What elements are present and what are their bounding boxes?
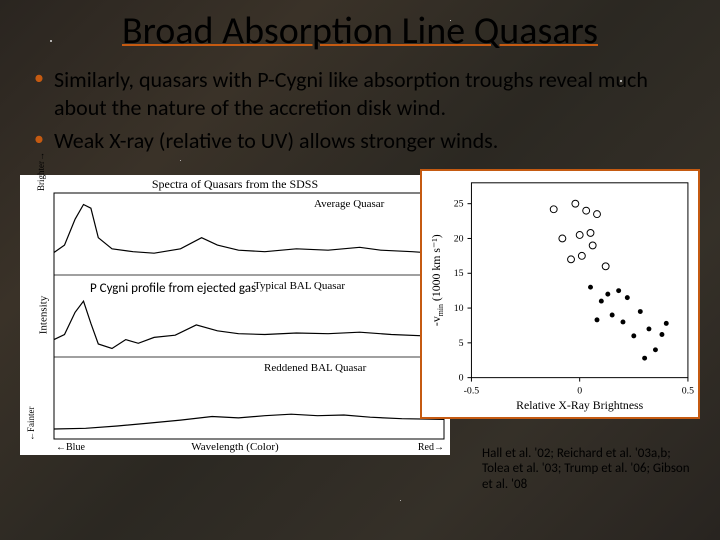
svg-text:10: 10 (454, 303, 464, 314)
svg-text:Typical BAL Quasar: Typical BAL Quasar (254, 280, 345, 292)
scatter-svg: -0.500.50510152025Relative X-Ray Brightn… (422, 171, 698, 417)
svg-text:0.5: 0.5 (682, 385, 694, 396)
svg-text:Relative X-Ray Brightness: Relative X-Ray Brightness (516, 398, 644, 412)
spectra-sup-title: Spectra of Quasars from the SDSS (152, 177, 318, 192)
svg-text:20: 20 (454, 233, 464, 244)
y-brighter-label: Brighter→ (36, 152, 46, 191)
svg-text:0: 0 (577, 385, 582, 396)
y-fainter-label: ←Fainter (26, 406, 36, 441)
svg-text:Reddened BAL Quasar: Reddened BAL Quasar (264, 362, 367, 374)
scatter-figure: -0.500.50510152025Relative X-Ray Brightn… (420, 169, 700, 419)
slide-title: Broad Absorption Line Quasars (20, 8, 700, 54)
pcygni-annotation: P Cygni profile from ejected gas (90, 281, 256, 296)
bullet-list: Similarly, quasars with P-Cygni like abs… (20, 66, 700, 171)
x-blue-label: ←Blue (56, 442, 85, 453)
x-red-label: Red→ (418, 442, 444, 453)
citation-text: Hall et al. '02; Reichard et al. '03a,b;… (482, 446, 692, 493)
svg-text:5: 5 (459, 337, 464, 348)
bullet-item: Weak X-ray (relative to UV) allows stron… (30, 127, 690, 155)
bullet-item: Similarly, quasars with P-Cygni like abs… (30, 66, 690, 121)
svg-text:-0.5: -0.5 (464, 385, 480, 396)
svg-text:0: 0 (459, 372, 464, 383)
figures-area: Spectra of Quasars from the SDSS Intensi… (20, 175, 700, 485)
spectra-y-label: Intensity (37, 295, 49, 334)
spectra-svg: Average Quasar Typical BAL Quasar Reddened… (20, 175, 450, 455)
svg-text:-vmin (1000 km s⁻¹): -vmin (1000 km s⁻¹) (429, 234, 445, 326)
spectra-x-label: Wavelength (Color) (191, 441, 278, 453)
svg-text:Average Quasar: Average Quasar (314, 198, 385, 210)
svg-text:25: 25 (454, 198, 464, 209)
spectra-figure: Spectra of Quasars from the SDSS Intensi… (20, 175, 450, 455)
svg-text:15: 15 (454, 268, 464, 279)
